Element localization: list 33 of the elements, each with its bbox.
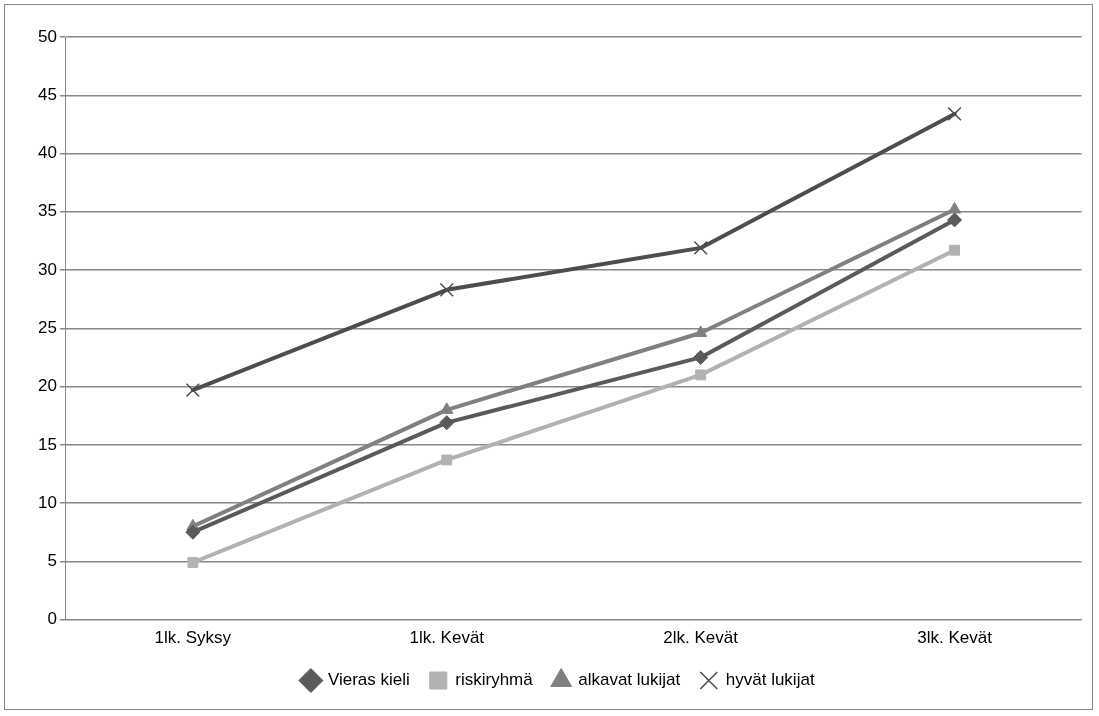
point [947,106,962,122]
y-tick-label: 25 [37,317,57,337]
point [694,325,708,337]
point [949,244,960,256]
legend-label: alkavat lukijat [578,670,681,690]
y-tick-label: 15 [37,434,57,454]
point [695,369,707,381]
point [439,415,455,431]
point [185,382,200,398]
x-tick-label: 1lk. Syksy [154,628,232,648]
point [947,212,963,228]
y-tick-label: 50 [37,26,57,46]
point [185,524,201,540]
y-tick-label: 0 [47,609,57,629]
legend-label: Vieras kieli [327,670,410,690]
y-tick-label: 45 [37,84,57,104]
x-tick-label: 3lk. Kevät [917,628,993,648]
y-tick-label: 40 [37,143,57,163]
point [441,454,453,466]
legend-label: hyvät lukijat [725,670,815,690]
point [693,240,708,256]
point [693,349,709,365]
point [187,557,199,568]
y-tick-label: 35 [37,201,57,221]
x-tick-label: 1lk. Kevät [409,628,485,648]
y-tick-label: 10 [37,492,57,512]
x-tick-label: 2lk. Kevät [663,628,739,648]
point [440,402,454,414]
legend-label: riskiryhmä [455,670,534,690]
y-tick-label: 30 [37,259,57,279]
y-tick-label: 5 [47,551,57,571]
y-tick-label: 20 [37,376,57,396]
point [439,282,454,297]
